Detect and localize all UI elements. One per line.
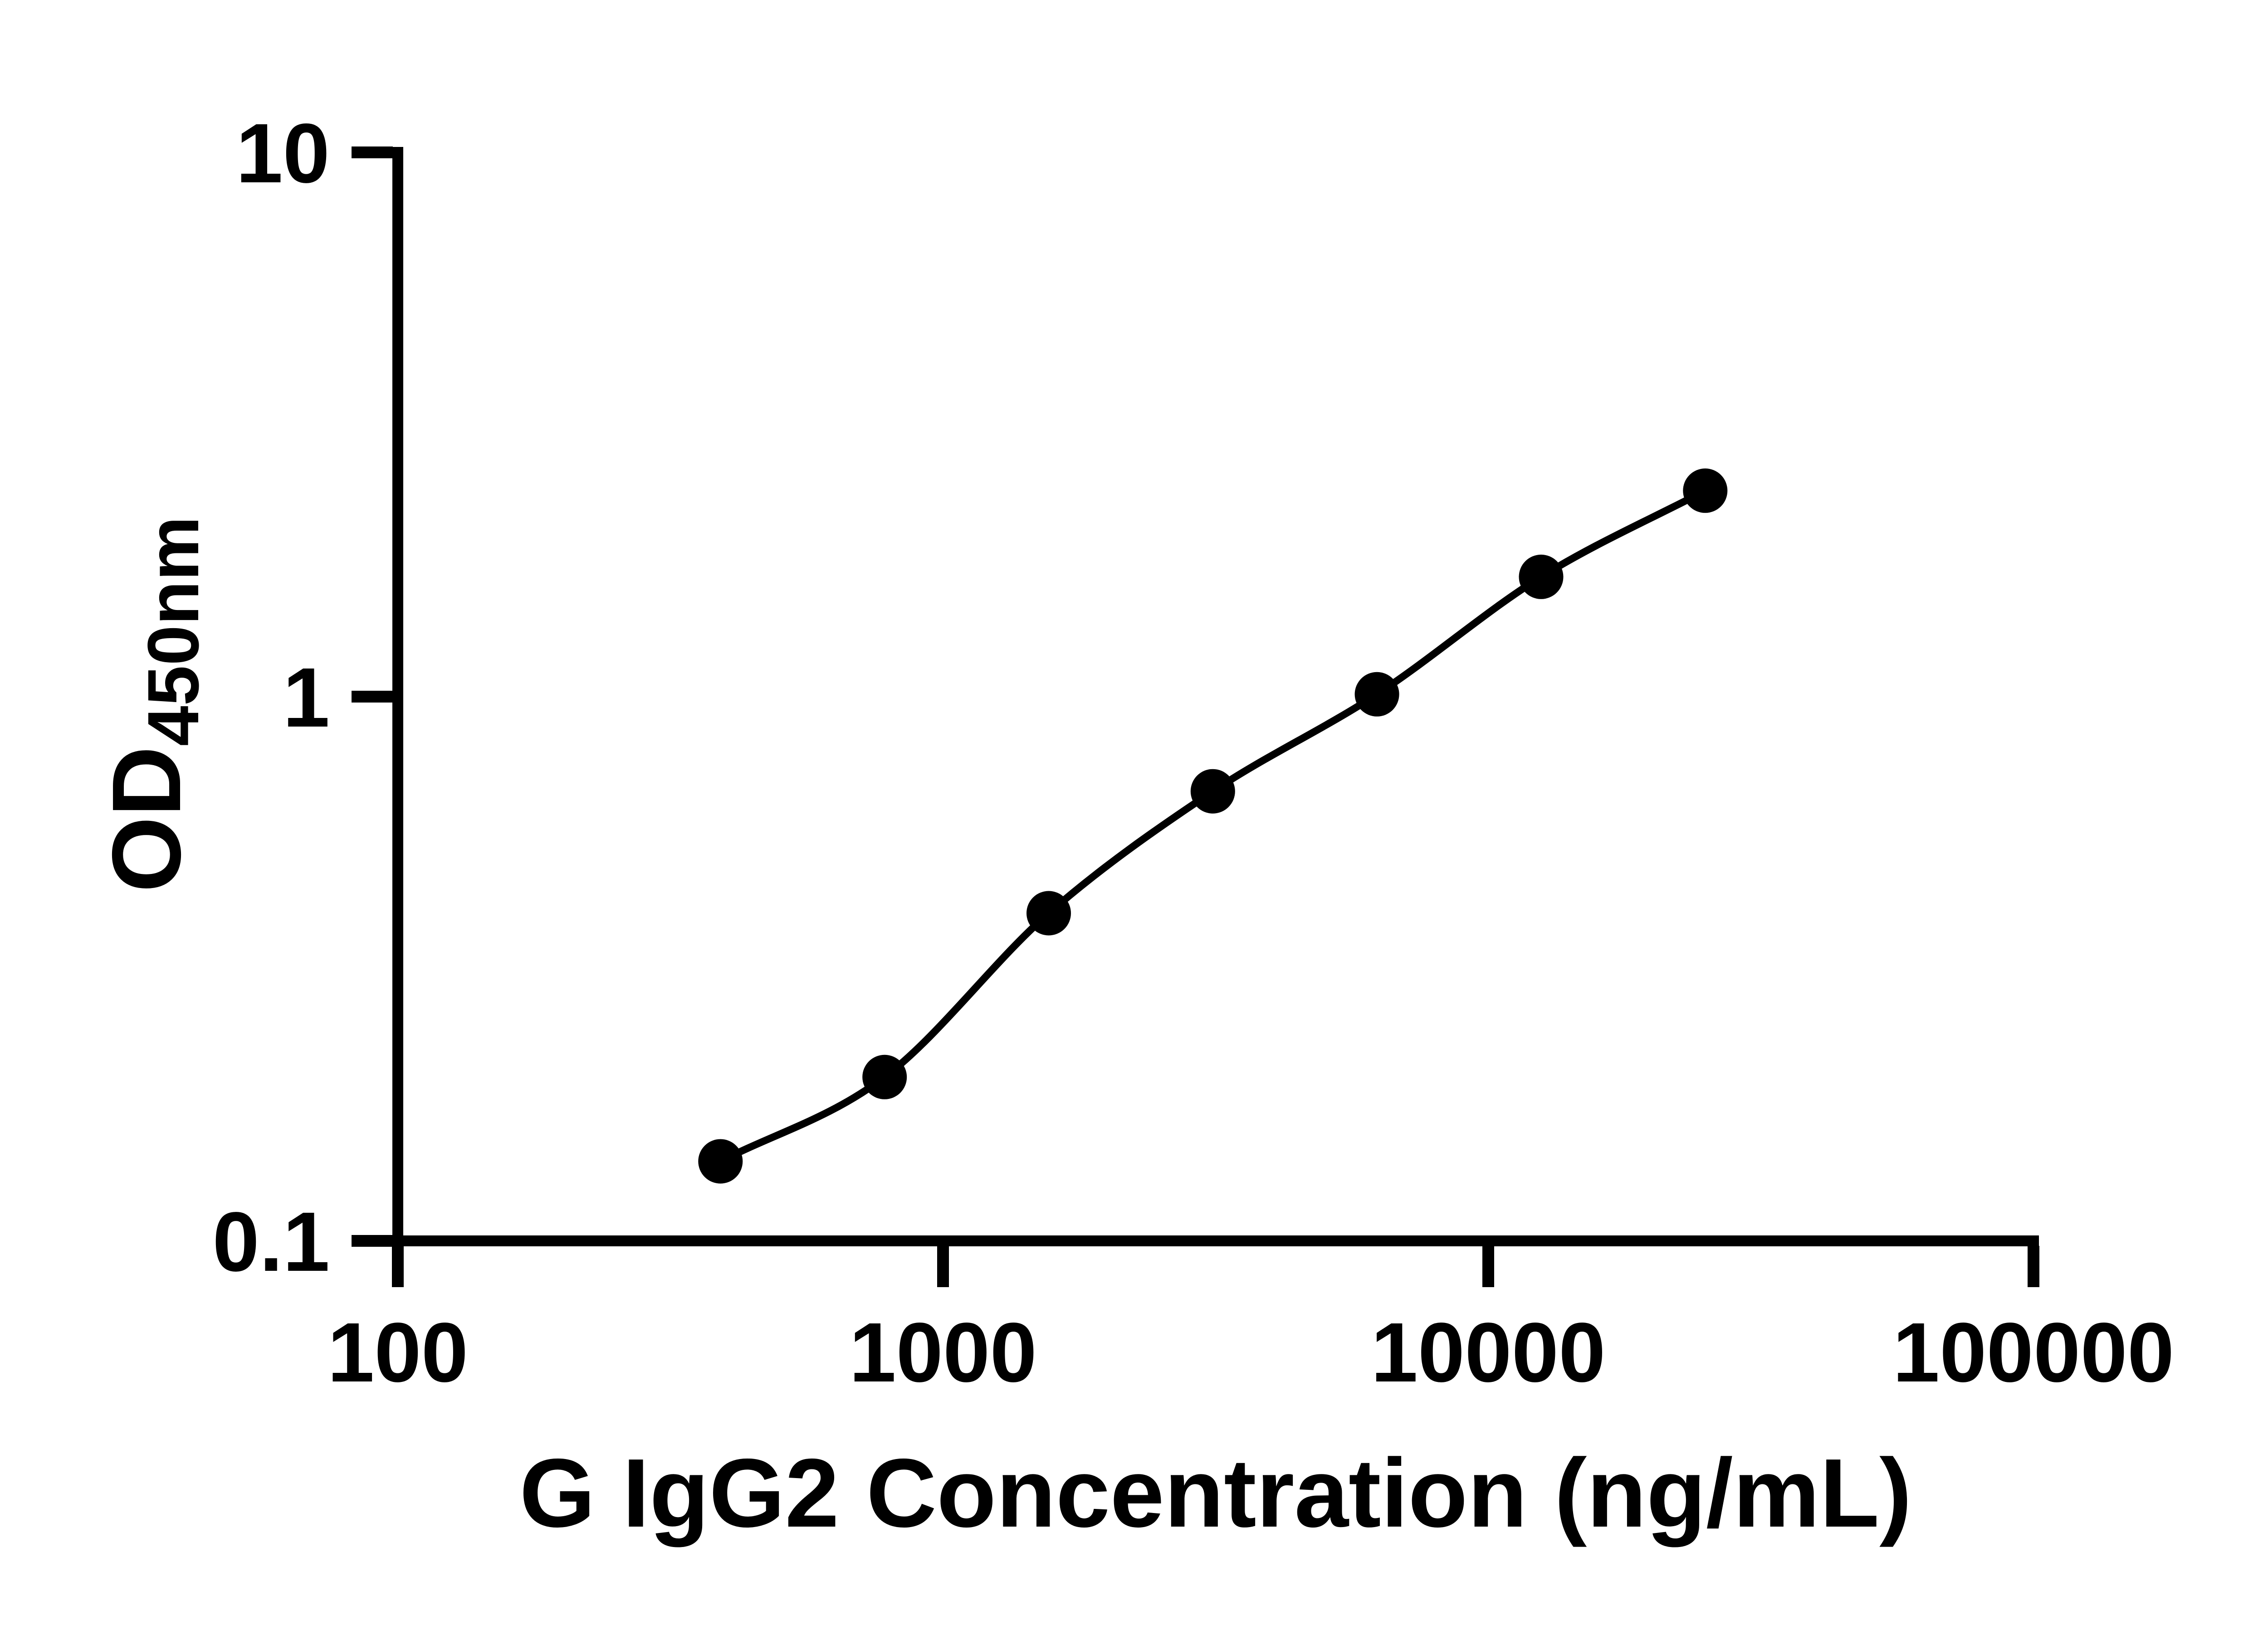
data-point	[1026, 891, 1071, 936]
axes	[392, 147, 2039, 1246]
x-axis-tick-labels: 100 1000 10000 100000	[327, 1306, 2175, 1400]
x-tick-label: 100	[327, 1306, 468, 1400]
x-tick-label: 100000	[1893, 1306, 2175, 1400]
data-point	[1354, 672, 1399, 717]
y-axis-title-subscript: 450nm	[132, 516, 214, 746]
x-axis-ticks	[392, 1246, 2039, 1287]
plot-area: 0.1 1 10 100 1000 10000 100000	[212, 107, 2174, 1400]
y-axis-ticks	[352, 146, 393, 1247]
y-tick-label: 0.1	[212, 1195, 330, 1289]
x-tick-label: 1000	[849, 1306, 1037, 1400]
y-axis-title: OD450nm	[92, 516, 214, 892]
data-point	[698, 1139, 743, 1184]
y-axis-tick-labels: 0.1 1 10	[212, 107, 330, 1289]
x-axis-title: G IgG2 Concentration (ng/mL)	[519, 1438, 1912, 1547]
x-tick-label: 10000	[1371, 1306, 1605, 1400]
y-axis-title-main: OD	[92, 746, 201, 893]
y-tick-label: 1	[283, 651, 330, 745]
data-point	[1519, 554, 1564, 599]
data-point	[862, 1054, 907, 1099]
y-tick-label: 10	[236, 107, 330, 200]
data-point	[1190, 769, 1235, 814]
data-point	[1683, 468, 1728, 513]
data-points	[698, 468, 1728, 1184]
